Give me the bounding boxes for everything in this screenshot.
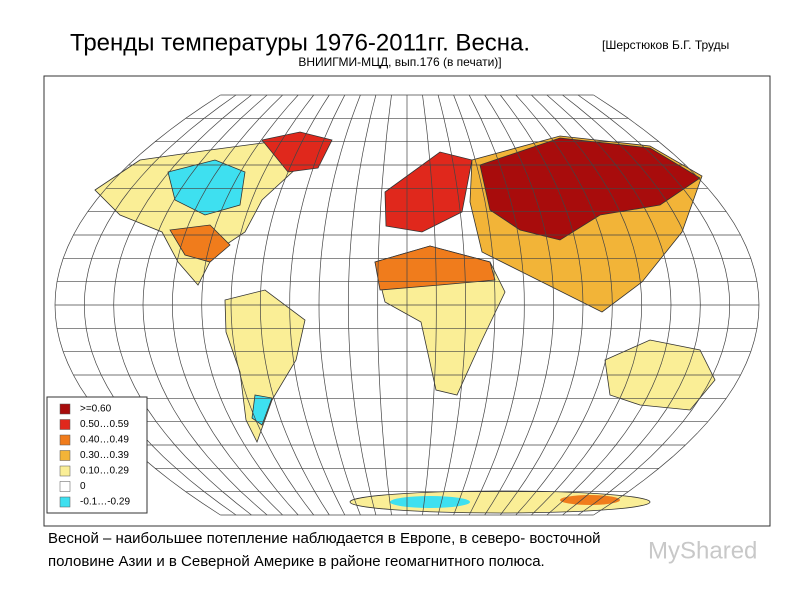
meridian xyxy=(531,94,643,516)
legend-swatch xyxy=(59,465,71,477)
region xyxy=(390,496,470,508)
meridian xyxy=(422,94,437,516)
meridian xyxy=(289,94,346,516)
meridian xyxy=(377,94,392,516)
meridian xyxy=(515,94,613,516)
meridian xyxy=(201,94,299,516)
north-america xyxy=(94,141,301,286)
meridian xyxy=(83,94,237,516)
meridian xyxy=(546,94,672,516)
meridian xyxy=(230,94,314,516)
meridian xyxy=(562,94,701,516)
meridian xyxy=(318,94,361,516)
legend-items: >=0.60 0.50…0.59 0.40…0.49 0.30…0.39 0.10…0.… xyxy=(59,403,130,508)
meridian xyxy=(577,94,731,516)
legend-swatch xyxy=(59,481,71,492)
legend-label: -0.1…-0.29 xyxy=(80,497,130,508)
meridian xyxy=(259,94,330,516)
region xyxy=(479,137,701,241)
meridian xyxy=(484,94,555,516)
legend-swatch xyxy=(59,419,71,430)
meridian xyxy=(453,94,496,516)
meridian xyxy=(142,94,268,516)
meridian xyxy=(468,94,525,516)
legend-label: 0.50…0.59 xyxy=(80,419,129,430)
region xyxy=(560,495,620,505)
legend-label: 0 xyxy=(80,481,86,492)
legend-label: 0.30…0.39 xyxy=(80,450,129,461)
meridian xyxy=(593,94,760,516)
source: ВНИИГМИ-МЦД, вып.176 (в печати)] xyxy=(298,55,501,69)
legend-swatch xyxy=(59,496,71,508)
legend-label: 0.10…0.29 xyxy=(80,466,129,477)
source: [Шерстюков Б.Г. Труды xyxy=(602,38,729,52)
legend-label: >=0.60 xyxy=(80,404,112,415)
caption: половине Азии и в Северной Америке в рай… xyxy=(48,553,545,570)
legend-label: 0.40…0.49 xyxy=(80,435,129,446)
graticule xyxy=(54,94,760,516)
meridian xyxy=(437,94,467,516)
legend-swatch xyxy=(59,434,71,446)
legend-swatch xyxy=(59,450,71,461)
caption: Весной – наибольшее потепление наблюдает… xyxy=(48,530,601,547)
meridian xyxy=(500,94,584,516)
legend-swatch xyxy=(59,403,71,415)
region xyxy=(251,394,273,426)
title: Тренды температуры 1976-2011гг. Весна. xyxy=(70,29,530,56)
meridian xyxy=(171,94,283,516)
meridian xyxy=(347,94,377,516)
watermark: MyShared xyxy=(648,537,757,564)
meridian xyxy=(113,94,252,516)
